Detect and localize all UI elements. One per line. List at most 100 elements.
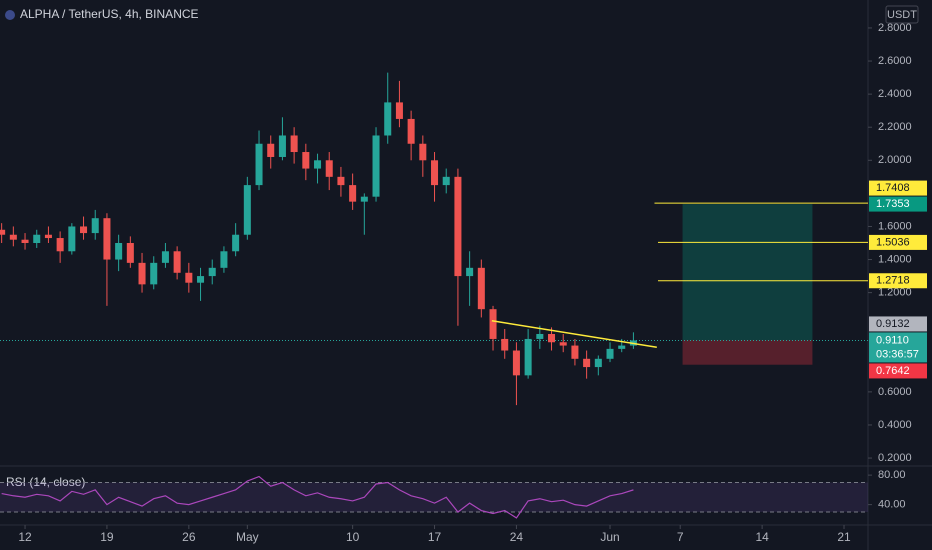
candle-body [138, 262, 146, 285]
candle-body [548, 333, 556, 343]
chart-title: ALPHA / TetherUS, 4h, BINANCE [20, 7, 199, 21]
plot [0, 72, 868, 406]
candle-body [314, 160, 322, 169]
trendline [491, 320, 657, 348]
x-tick-label: Jun [600, 530, 619, 544]
candle-body [255, 143, 263, 186]
symbol-icon [5, 10, 15, 20]
price-tag-label: 0.7642 [876, 365, 910, 377]
y-tick-label: 0.6000 [878, 386, 912, 398]
candle-body [126, 243, 134, 263]
candle-body [302, 152, 310, 169]
profit-zone [682, 204, 813, 341]
candle-body [243, 185, 251, 235]
rsi-line [1, 475, 634, 519]
candle-body [384, 102, 392, 136]
candle-body [232, 234, 240, 252]
loss-zone [682, 340, 813, 365]
y-tick-label: 2.8000 [878, 22, 912, 34]
candle-body [208, 267, 216, 277]
price-tag-label: 1.5036 [876, 236, 910, 248]
x-tick-label: 14 [755, 530, 769, 544]
x-tick-label: May [236, 530, 259, 544]
candle-body [360, 196, 368, 202]
candle-body [571, 345, 579, 359]
candle-body [80, 226, 88, 234]
x-tick-label: 21 [837, 530, 851, 544]
y-tick-label: 1.4000 [878, 253, 912, 265]
y-tick-label: 0.4000 [878, 419, 912, 431]
price-tag-label: 1.7353 [876, 198, 910, 210]
candle-body [606, 348, 614, 359]
candle-body [91, 218, 99, 234]
candle-body [44, 234, 52, 239]
candle-body [372, 135, 380, 197]
candle-body [536, 333, 544, 339]
candle-body [559, 342, 567, 346]
candle-body [337, 176, 345, 186]
candle-body [442, 176, 450, 186]
currency-box [885, 5, 919, 24]
candle-body [161, 251, 169, 263]
candle-body [524, 338, 532, 376]
candle-body [278, 135, 286, 157]
candle-body [419, 143, 427, 161]
candle-body [349, 185, 357, 202]
candle-body [56, 238, 64, 252]
x-tick-label: 12 [18, 530, 32, 544]
candle-body [466, 267, 474, 277]
candle-body [407, 118, 415, 144]
candle-body [115, 243, 123, 260]
last-price-label: 0.9110 [876, 334, 909, 346]
candle-body [501, 338, 509, 351]
y-tick-label: 1.2000 [878, 287, 912, 299]
candle-body [431, 160, 439, 186]
candle-body [512, 350, 520, 376]
y-tick-label: 0.2000 [878, 452, 912, 464]
candle-body [583, 358, 591, 368]
candle-body [454, 176, 462, 277]
candle-body [9, 234, 17, 240]
candle-body [103, 218, 111, 260]
price-tag-label: 1.2718 [876, 275, 910, 287]
candle-body [618, 345, 626, 349]
candle-body [594, 358, 602, 368]
rsi-band [0, 482, 868, 513]
candle-body [33, 234, 41, 244]
rsi-tick-label: 40.00 [878, 499, 906, 511]
candle-body [197, 276, 205, 283]
x-tick-label: 10 [346, 530, 360, 544]
candle-body [290, 135, 298, 153]
candle-body [173, 251, 181, 273]
y-tick-label: 2.0000 [878, 154, 912, 166]
y-tick-label: 2.2000 [878, 121, 912, 133]
x-tick-label: 24 [510, 530, 524, 544]
price-tag-label: 1.7408 [876, 182, 910, 194]
candle-body [21, 239, 29, 244]
rsi-tick-label: 80.00 [878, 469, 906, 481]
candle-body [0, 229, 6, 235]
currency: USDT [887, 9, 917, 21]
candle-body [325, 160, 333, 177]
candle-body [489, 309, 497, 339]
candle-body [220, 251, 228, 268]
y-tick-label: 2.4000 [878, 88, 912, 100]
price-tag [869, 273, 927, 289]
last-price-tag [869, 332, 927, 363]
price-tag-label: 0.9132 [876, 318, 910, 330]
y-tick-label: 1.6000 [878, 220, 912, 232]
price-tag [869, 234, 927, 250]
price-tag [869, 363, 927, 379]
x-tick-label: 17 [428, 530, 442, 544]
candle-body [477, 267, 485, 310]
candle-body [267, 143, 275, 157]
candle-body [395, 102, 403, 119]
candle-body [68, 226, 76, 252]
x-tick-label: 19 [100, 530, 114, 544]
price-tag [869, 196, 927, 212]
candle-body [150, 262, 158, 285]
y-tick-label: 2.6000 [878, 55, 912, 67]
candle-body [185, 272, 193, 283]
price-tag [869, 316, 927, 332]
